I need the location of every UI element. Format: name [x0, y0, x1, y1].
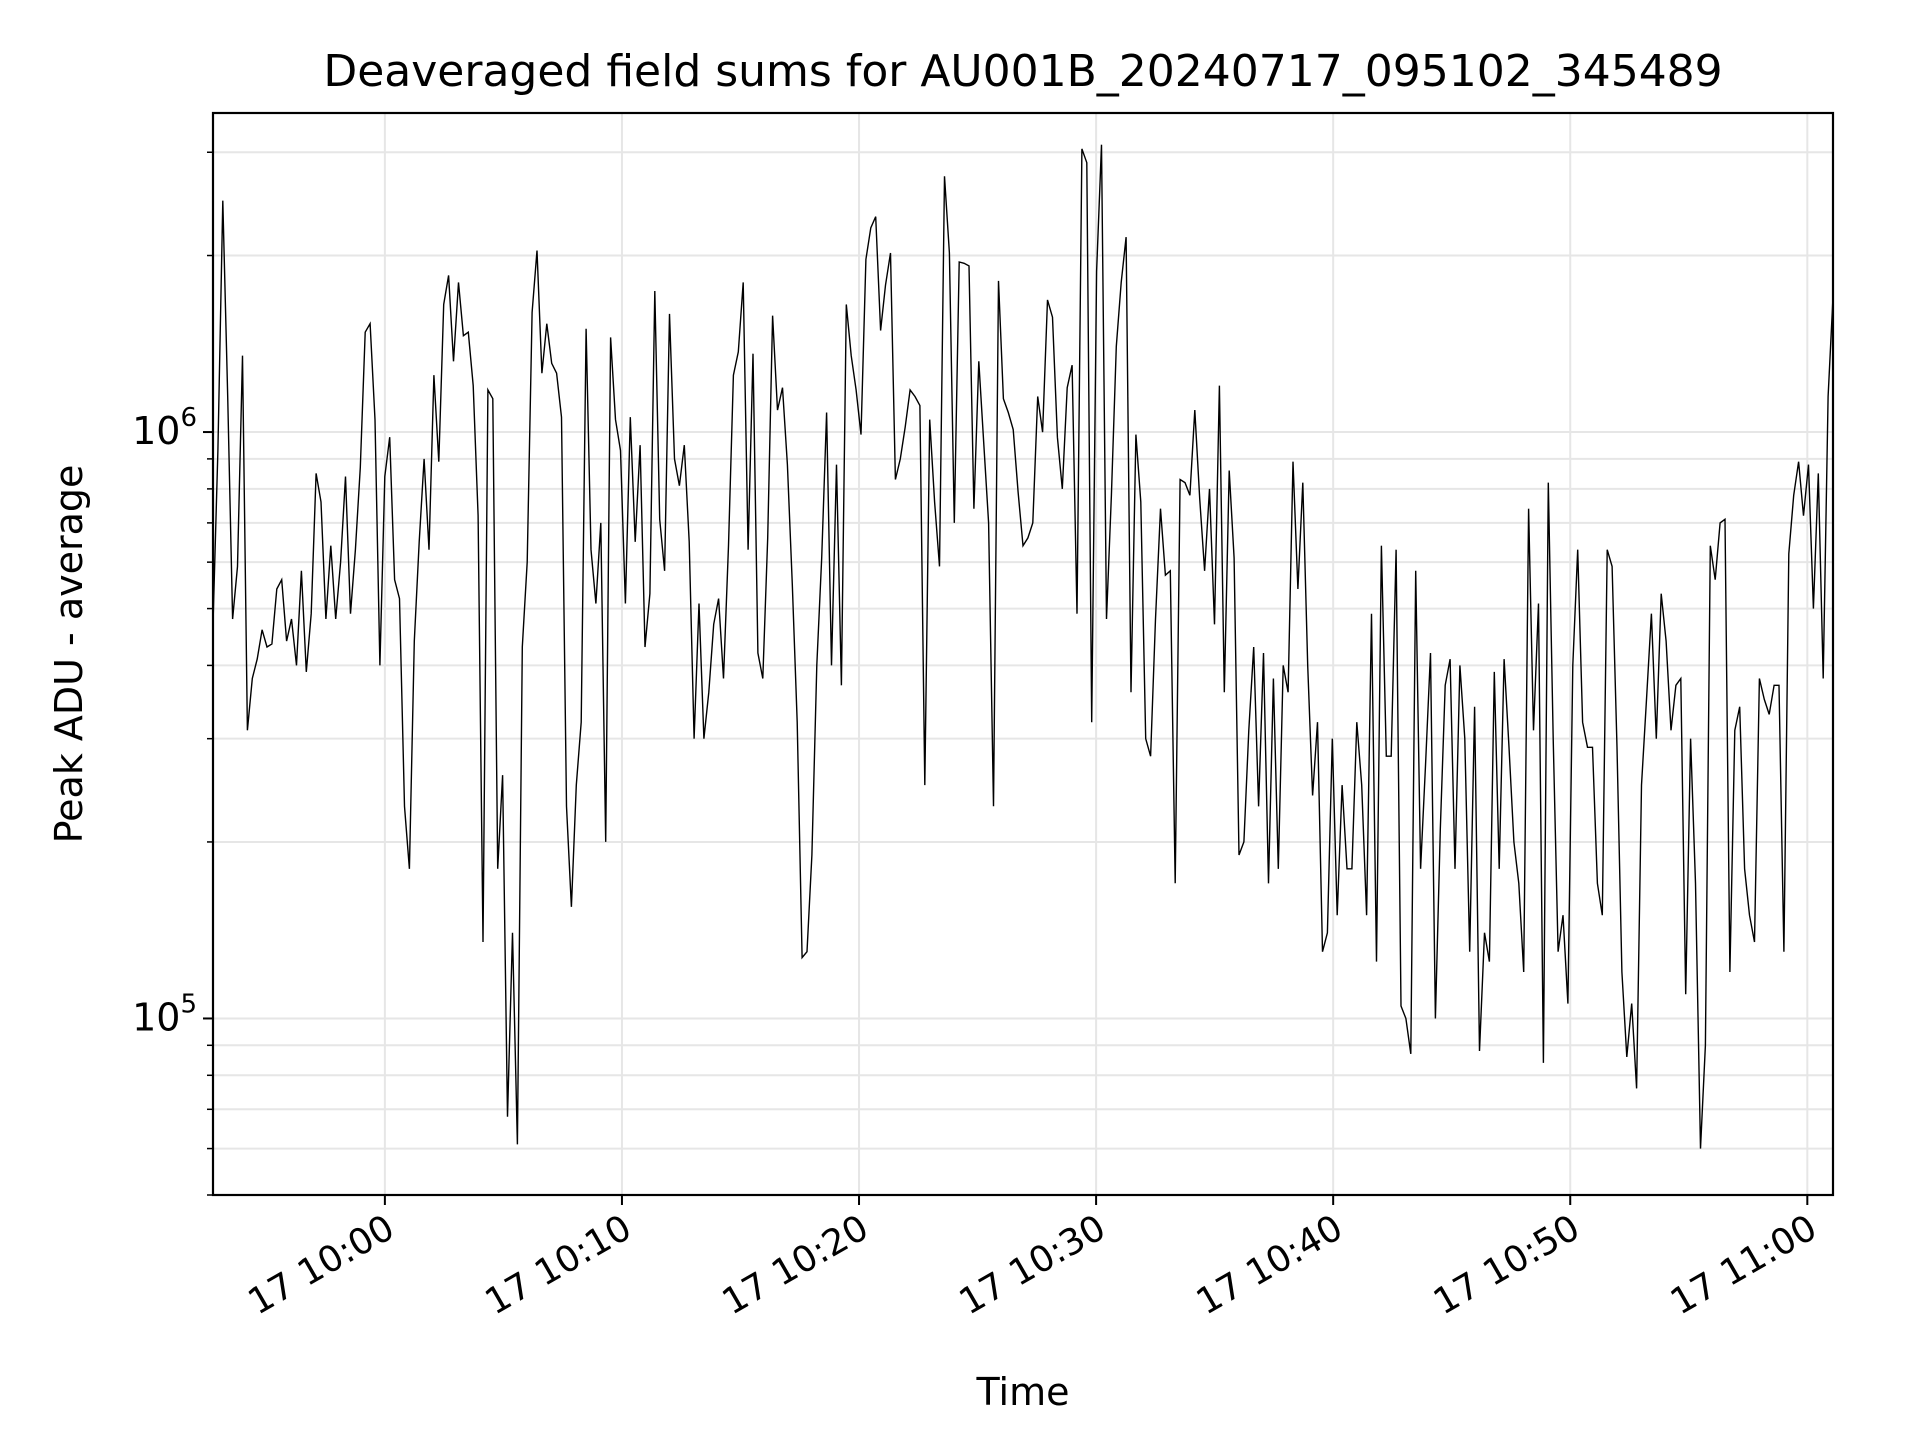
series-line — [212, 144, 1834, 1149]
y-axis-label: Peak ADU - average — [47, 465, 91, 844]
plot-frame — [211, 111, 1835, 1197]
series-layer — [212, 144, 1834, 1149]
y-tick-label: 105 — [132, 989, 197, 1039]
y-tick-base: 10 — [132, 995, 180, 1039]
y-tick-exponent: 6 — [180, 403, 197, 433]
y-tick-label: 106 — [132, 403, 197, 453]
chart-title: Deaveraged field sums for AU001B_2024071… — [323, 46, 1722, 97]
grid-lines — [213, 113, 1833, 1196]
x-axis-label: Time — [976, 1370, 1070, 1414]
y-tick-base: 10 — [132, 409, 180, 453]
y-tick-exponent: 5 — [180, 989, 197, 1019]
